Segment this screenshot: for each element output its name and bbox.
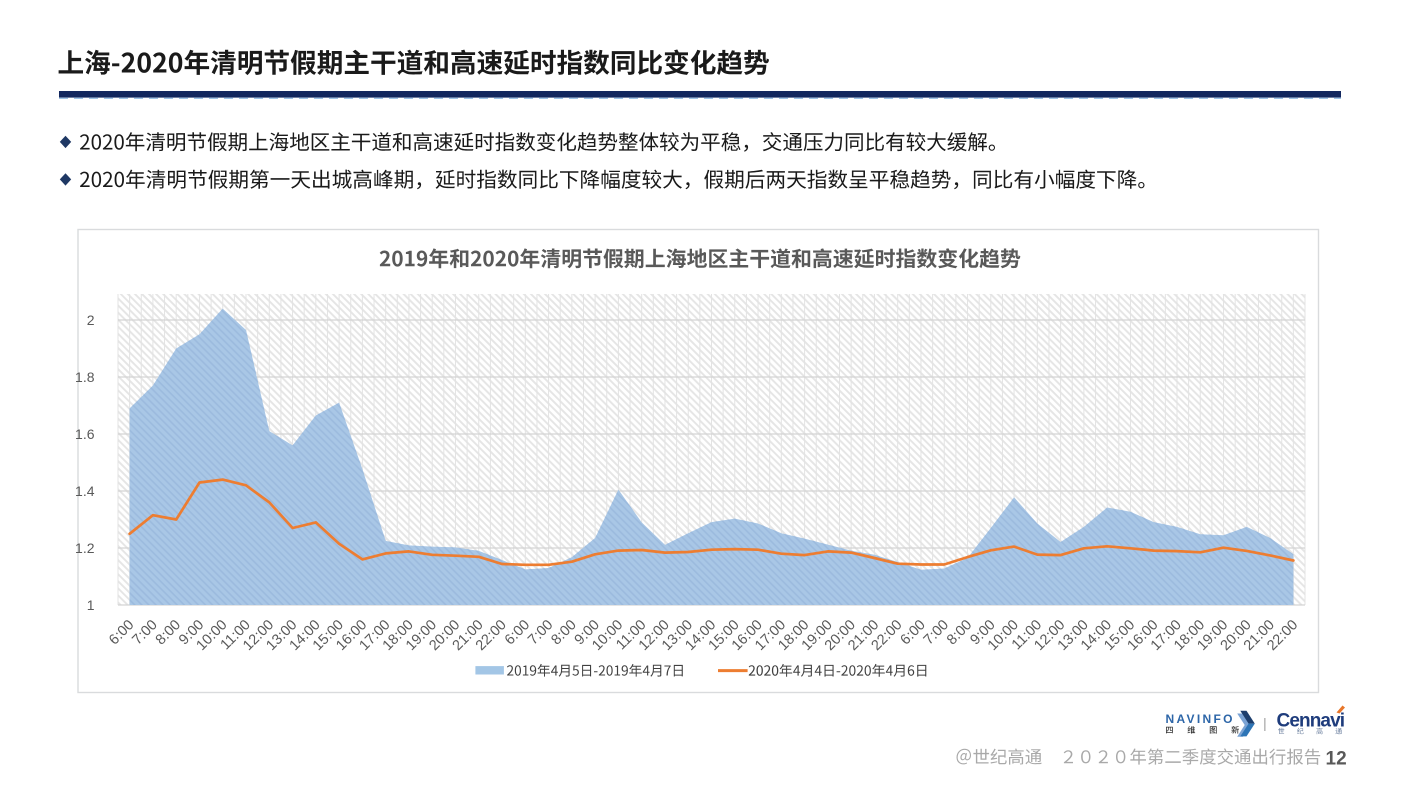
svg-text:1: 1 <box>87 597 95 613</box>
svg-text:1.2: 1.2 <box>75 540 95 556</box>
svg-text:NAVINFO: NAVINFO <box>1166 712 1235 726</box>
svg-text:1.4: 1.4 <box>75 483 95 499</box>
svg-text:Cennavi: Cennavi <box>1277 710 1345 731</box>
svg-text:12: 12 <box>1326 749 1347 770</box>
svg-text:1.8: 1.8 <box>75 369 95 385</box>
svg-text:1.6: 1.6 <box>75 426 95 442</box>
svg-text:2: 2 <box>87 312 95 328</box>
